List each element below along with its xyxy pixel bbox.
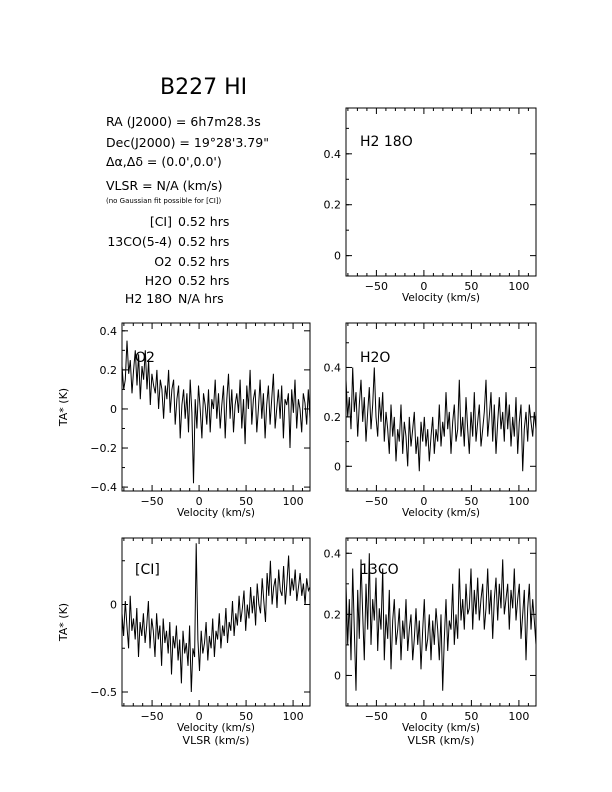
plot-frame [345,107,537,277]
y-tick-label: 0.4 [324,361,342,374]
integration-list: [CI] 0.52 hrs 13CO(5-4) 0.52 hrs O2 0.52… [107,214,229,306]
y-tick-label: 0.2 [324,199,342,212]
int-time: 0.52 hrs [178,234,229,249]
spectrum-panel: −50 0 50 100 0 0.2 0.4 Velocity (km/s) H2 18O [324,107,537,304]
vlsr-text: VLSR = N/A (km/s) [106,178,223,193]
int-line-label: [CI] [150,214,172,229]
x-tick-label: 0 [196,495,203,508]
panel-line-label: H2 18O [360,134,413,150]
plot-frame [121,537,311,707]
int-time: 0.52 hrs [178,254,229,269]
int-time: N/A hrs [178,291,224,306]
x-tick-label: 100 [508,280,529,293]
spectrum-line [345,553,537,691]
spectrum-line [121,543,311,693]
y-tick-label: −0.4 [90,481,117,494]
x-axis-label-vlsr: VLSR (km/s) [183,734,250,747]
offset-text: Δα,Δδ = (0.0',0.0') [106,154,222,169]
y-tick-label: 0.4 [100,325,118,338]
dec-text: Dec(J2000) = 19°28'3.79" [106,135,269,150]
int-line-label: H2 18O [125,291,172,306]
gauss-note: (no Gaussian fit possible for [CI]) [106,197,222,205]
x-tick-label: 50 [239,710,253,723]
x-tick-label: 0 [196,710,203,723]
y-axis-label: TA* (K) [57,388,70,427]
x-tick-label: 0 [420,495,427,508]
x-tick-label: −50 [365,280,388,293]
y-tick-label: −0.5 [90,686,117,699]
x-axis-label: Velocity (km/s) [402,507,480,519]
ra-text: RA (J2000) = 6h7m28.3s [106,114,261,129]
spectrum-panel: −50 0 50 100 0 0.2 0.4 Velocity (km/s)VLSR (km/… [324,537,537,747]
y-tick-label: 0.2 [324,411,342,424]
y-tick-label: 0.4 [324,547,342,560]
x-axis-label: Velocity (km/s) [402,722,480,734]
x-axis-label: Velocity (km/s) [177,507,255,519]
int-time: 0.52 hrs [178,214,229,229]
x-axis-label-vlsr: VLSR (km/s) [408,734,475,747]
spectrum-panel: −50 0 50 100 0 0.2 0.4 Velocity (km/s) H2O [324,322,537,519]
x-tick-label: 100 [283,495,304,508]
y-tick-label: 0.2 [324,608,342,621]
y-axis-label: TA* (K) [57,603,70,642]
panel-line-label: O2 [135,350,155,366]
panel-line-label: [CI] [135,562,160,578]
panel-line-label: H2O [360,350,390,366]
plot-frame [345,322,537,492]
y-tick-label: 0 [334,250,341,263]
x-tick-label: 50 [464,280,478,293]
figure-title: B227 HI [160,75,247,100]
x-tick-label: 0 [420,710,427,723]
x-tick-label: 50 [464,495,478,508]
y-tick-label: −0.2 [90,442,117,455]
x-tick-label: 100 [508,495,529,508]
x-tick-label: 50 [239,495,253,508]
y-tick-label: 0 [334,460,341,473]
int-line-label: O2 [154,254,172,269]
spectrum-line [121,340,311,484]
y-tick-label: 0 [110,403,117,416]
int-line-label: 13CO(5-4) [107,234,172,249]
y-tick-label: 0.4 [324,148,342,161]
spectrum-line [345,367,537,472]
y-tick-label: 0 [334,669,341,682]
x-tick-label: 50 [464,710,478,723]
x-tick-label: 100 [508,710,529,723]
x-tick-label: −50 [365,710,388,723]
x-tick-label: −50 [365,495,388,508]
y-tick-label: 0 [110,599,117,612]
x-tick-label: −50 [140,495,163,508]
spectrum-panel: −50 0 50 100 −0.4 −0.2 0 0.2 0.4 Velocity (km/s) T… [57,322,311,519]
panel-line-label: 13CO [360,562,399,578]
int-line-label: H2O [145,273,172,288]
int-time: 0.52 hrs [178,273,229,288]
x-axis-label: Velocity (km/s) [177,722,255,734]
y-tick-label: 0.2 [100,364,118,377]
plot-frame [121,322,311,492]
x-axis-label: Velocity (km/s) [402,292,480,304]
x-tick-label: 0 [420,280,427,293]
x-tick-label: 100 [283,710,304,723]
x-tick-label: −50 [140,710,163,723]
plot-frame [345,537,537,707]
